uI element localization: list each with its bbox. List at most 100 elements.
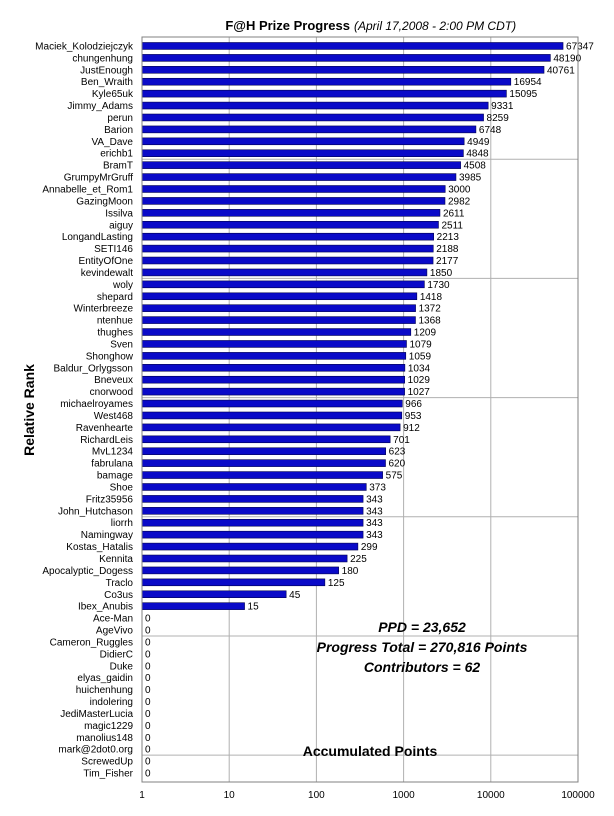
category-label: erichb1 bbox=[100, 149, 133, 160]
category-label: cnorwood bbox=[90, 387, 133, 398]
bar bbox=[141, 566, 339, 575]
category-label: liorrh bbox=[111, 518, 133, 529]
bar bbox=[141, 542, 359, 551]
category-label: woly bbox=[112, 280, 133, 291]
bar bbox=[141, 340, 407, 348]
value-label: 2188 bbox=[436, 244, 459, 255]
category-label: Winterbreeze bbox=[74, 304, 134, 315]
value-label: 15095 bbox=[509, 89, 537, 100]
bar bbox=[141, 578, 326, 587]
value-label: 125 bbox=[328, 578, 345, 589]
value-label: 0 bbox=[145, 614, 151, 625]
y-axis-label: Relative Rank bbox=[21, 364, 37, 456]
value-label: 4949 bbox=[467, 137, 490, 148]
category-label: Shoe bbox=[110, 482, 134, 493]
category-label: shepard bbox=[97, 292, 133, 303]
value-label: 15 bbox=[248, 602, 260, 613]
value-label: 4848 bbox=[466, 149, 489, 160]
value-label: 1059 bbox=[409, 351, 432, 362]
bar bbox=[141, 232, 434, 241]
category-label: Ace-Man bbox=[93, 614, 133, 625]
x-tick-label: 100 bbox=[308, 790, 325, 801]
category-label: EntityOfOne bbox=[79, 256, 134, 267]
category-label: chungenhung bbox=[72, 53, 133, 64]
value-label: 0 bbox=[145, 697, 151, 708]
category-label: MvL1234 bbox=[92, 447, 134, 458]
value-label: 0 bbox=[145, 769, 151, 780]
category-label: Ibex_Anubis bbox=[78, 602, 133, 613]
category-label: fabrulana bbox=[91, 459, 133, 470]
bar bbox=[141, 197, 446, 205]
category-label: Kennita bbox=[99, 554, 133, 565]
value-label: 343 bbox=[366, 506, 383, 517]
category-label: Duke bbox=[110, 661, 134, 672]
category-label: GrumpyMrGruff bbox=[64, 173, 133, 184]
bar bbox=[141, 352, 407, 360]
bar bbox=[141, 89, 507, 98]
value-label: 2177 bbox=[436, 256, 459, 267]
bars bbox=[141, 42, 564, 610]
bar bbox=[141, 447, 386, 455]
bar bbox=[141, 280, 425, 289]
value-label: 1034 bbox=[408, 363, 431, 374]
category-label: Barion bbox=[104, 125, 133, 136]
category-label: ScrewedUp bbox=[81, 757, 133, 768]
category-label: Issilva bbox=[105, 208, 133, 219]
value-label: 0 bbox=[145, 721, 151, 732]
category-label: perun bbox=[107, 113, 133, 124]
value-label: 48190 bbox=[553, 53, 581, 64]
bar bbox=[141, 411, 403, 420]
bar bbox=[141, 316, 416, 324]
category-label: Namingway bbox=[81, 530, 133, 541]
bar bbox=[141, 66, 545, 74]
category-label: elyas_gaidin bbox=[77, 673, 133, 684]
value-label: 2511 bbox=[441, 220, 463, 231]
bar bbox=[141, 256, 434, 265]
category-label: Jimmy_Adams bbox=[67, 101, 133, 112]
category-label: RichardLeis bbox=[80, 435, 133, 446]
value-label: 701 bbox=[393, 435, 410, 446]
value-label: 1850 bbox=[430, 268, 453, 279]
category-label: indolering bbox=[90, 697, 133, 708]
category-label: Ravenhearte bbox=[76, 423, 134, 434]
category-label: Shonghow bbox=[86, 351, 134, 362]
category-label: GazingMoon bbox=[76, 196, 133, 207]
category-label: Annabelle_et_Rom1 bbox=[42, 184, 133, 195]
value-label: 0 bbox=[145, 745, 151, 756]
progress-total-annotation: Progress Total = 270,816 Points bbox=[317, 639, 528, 655]
bar bbox=[141, 149, 464, 157]
bar bbox=[141, 602, 245, 610]
bar bbox=[141, 435, 391, 444]
value-label: 45 bbox=[289, 590, 301, 601]
bar bbox=[141, 590, 287, 599]
category-label: Cameron_Ruggles bbox=[50, 637, 133, 648]
bar bbox=[141, 399, 403, 408]
bar bbox=[141, 209, 441, 217]
category-label: kevindewalt bbox=[81, 268, 133, 279]
category-label: John_Hutchason bbox=[58, 506, 133, 517]
contributors-annotation: Contributors = 62 bbox=[364, 659, 481, 675]
gridlines bbox=[142, 37, 578, 782]
bar bbox=[141, 42, 564, 50]
category-label: huichenhung bbox=[76, 685, 133, 696]
value-label: 0 bbox=[145, 649, 151, 660]
value-label: 8259 bbox=[487, 113, 510, 124]
value-label: 0 bbox=[145, 709, 151, 720]
chart-subtitle: (April 17,2008 - 2:00 PM CDT) bbox=[354, 19, 516, 33]
value-label: 343 bbox=[366, 518, 383, 529]
x-tick-label: 1000 bbox=[392, 790, 415, 801]
category-label: manolius148 bbox=[76, 733, 133, 744]
value-label: 40761 bbox=[547, 65, 575, 76]
value-label: 299 bbox=[361, 542, 378, 553]
value-label: 0 bbox=[145, 626, 151, 637]
value-label: 623 bbox=[389, 447, 406, 458]
bar bbox=[141, 292, 418, 301]
value-label: 343 bbox=[366, 530, 383, 541]
value-label: 225 bbox=[350, 554, 367, 565]
x-tick-labels: 1 10 100 1000 10000 100000 bbox=[139, 790, 595, 801]
category-label: AgeVivo bbox=[96, 626, 134, 637]
bar bbox=[141, 495, 364, 503]
category-label: bamage bbox=[97, 471, 134, 482]
category-label: Tim_Fisher bbox=[83, 769, 133, 780]
